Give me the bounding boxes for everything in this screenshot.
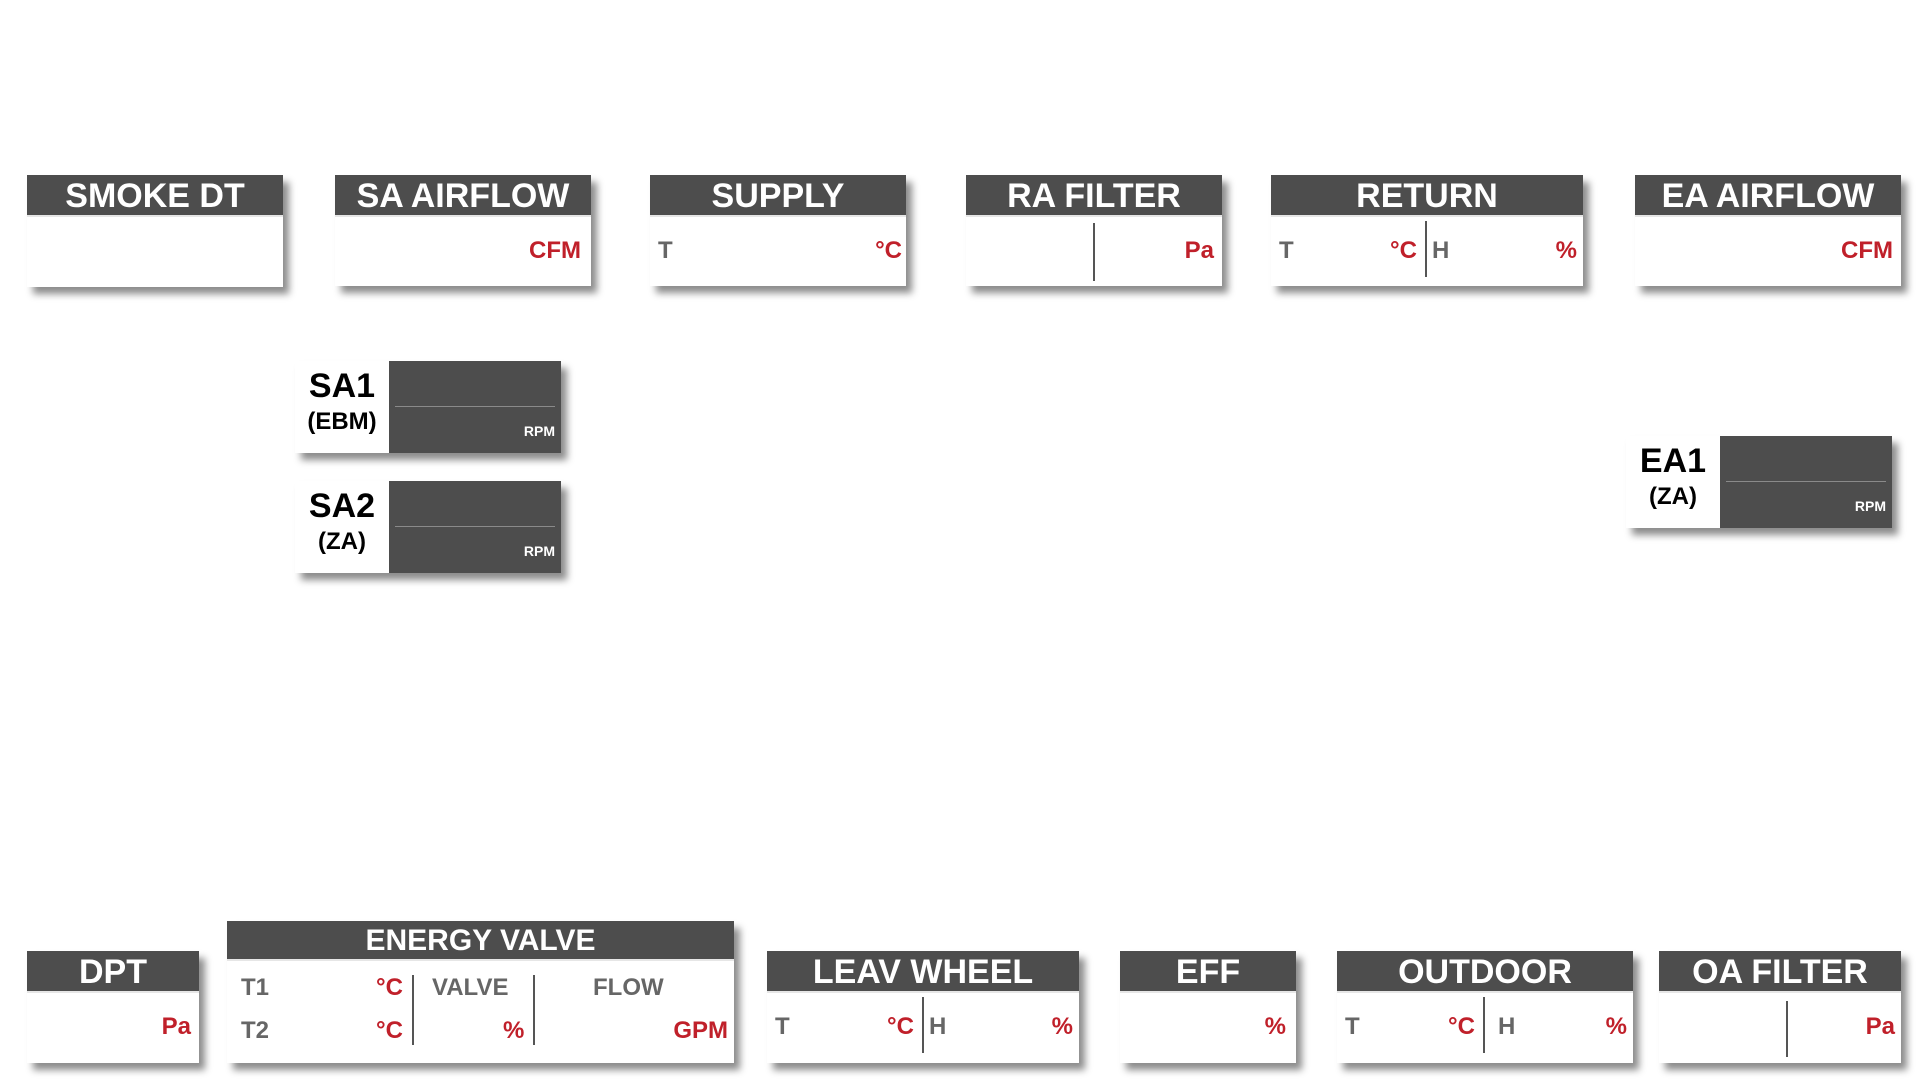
energy-valve-t2-unit: °C bbox=[376, 1017, 403, 1044]
supply-temp-unit: °C bbox=[875, 237, 902, 264]
ea-airflow-value-area: CFM bbox=[1635, 217, 1901, 286]
ra-filter-panel: RA FILTER Pa bbox=[966, 175, 1222, 286]
smoke-dt-title: SMOKE DT bbox=[27, 175, 283, 217]
energy-valve-value-area: T1 °C T2 °C VALVE % FLOW GPM bbox=[227, 961, 734, 1063]
sa-airflow-unit: CFM bbox=[529, 237, 581, 264]
outdoor-humidity-unit: % bbox=[1605, 1013, 1627, 1040]
return-temp-label: T bbox=[1279, 237, 1294, 264]
eff-unit: % bbox=[1264, 1013, 1286, 1040]
supply-panel: SUPPLY T °C bbox=[650, 175, 906, 286]
return-panel: RETURN T °C H % bbox=[1271, 175, 1583, 286]
dpt-unit: Pa bbox=[161, 1013, 191, 1040]
energy-valve-t1-unit: °C bbox=[376, 974, 403, 1001]
return-divider bbox=[1425, 221, 1427, 277]
ra-filter-value-area: Pa bbox=[966, 217, 1222, 286]
fan-sa1-rpm-unit: RPM bbox=[523, 423, 555, 439]
oa-filter-value-area: Pa bbox=[1659, 993, 1901, 1063]
dpt-title: DPT bbox=[27, 951, 199, 993]
outdoor-value-area: T °C H % bbox=[1337, 993, 1633, 1063]
ra-filter-unit: Pa bbox=[1184, 237, 1214, 264]
eff-title: EFF bbox=[1120, 951, 1296, 993]
outdoor-temp-label: T bbox=[1345, 1013, 1360, 1040]
energy-valve-divider-1 bbox=[412, 975, 414, 1045]
supply-value-area: T °C bbox=[650, 217, 906, 286]
ea-airflow-title: EA AIRFLOW bbox=[1635, 175, 1901, 217]
energy-valve-t1-label: T1 bbox=[241, 974, 270, 1001]
fan-sa2: SA2 (ZA) RPM bbox=[295, 481, 561, 573]
smoke-dt-value-area bbox=[27, 217, 283, 287]
leav-wheel-value-area: T °C H % bbox=[767, 993, 1079, 1063]
return-title: RETURN bbox=[1271, 175, 1583, 217]
fan-sa2-readout: RPM bbox=[389, 481, 561, 573]
oa-filter-unit: Pa bbox=[1865, 1013, 1895, 1040]
eff-value-area: % bbox=[1120, 993, 1296, 1063]
return-humidity-label: H bbox=[1432, 237, 1450, 264]
sa-airflow-value-area: CFM bbox=[335, 217, 591, 286]
fan-sa1-name: SA1 bbox=[308, 367, 376, 405]
fan-ea1-rpm-unit: RPM bbox=[1854, 498, 1886, 514]
leav-wheel-temp-label: T bbox=[775, 1013, 790, 1040]
outdoor-divider bbox=[1483, 997, 1485, 1053]
eff-panel: EFF % bbox=[1120, 951, 1296, 1063]
fan-ea1-name-block: EA1 (ZA) bbox=[1626, 436, 1720, 528]
fan-sa1-separator bbox=[395, 406, 555, 407]
energy-valve-divider-2 bbox=[533, 975, 535, 1045]
fan-sa2-name: SA2 bbox=[308, 487, 376, 525]
energy-valve-valve-unit: % bbox=[503, 1017, 525, 1044]
energy-valve-panel: ENERGY VALVE T1 °C T2 °C VALVE % FLOW GP… bbox=[227, 921, 734, 1063]
energy-valve-flow-unit: GPM bbox=[673, 1017, 728, 1044]
return-temp-unit: °C bbox=[1390, 237, 1417, 264]
fan-ea1: EA1 (ZA) RPM bbox=[1626, 436, 1892, 528]
fan-sa2-separator bbox=[395, 526, 555, 527]
outdoor-humidity-label: H bbox=[1498, 1013, 1516, 1040]
leav-wheel-title: LEAV WHEEL bbox=[767, 951, 1079, 993]
sa-airflow-panel: SA AIRFLOW CFM bbox=[335, 175, 591, 286]
fan-sa1-readout: RPM bbox=[389, 361, 561, 453]
supply-title: SUPPLY bbox=[650, 175, 906, 217]
oa-filter-panel: OA FILTER Pa bbox=[1659, 951, 1901, 1063]
fan-ea1-model: (ZA) bbox=[1649, 483, 1697, 510]
dpt-value-area: Pa bbox=[27, 993, 199, 1063]
leav-wheel-divider bbox=[922, 997, 924, 1053]
leav-wheel-humidity-label: H bbox=[929, 1013, 947, 1040]
energy-valve-valve-label: VALVE bbox=[432, 974, 509, 1001]
fan-sa1-name-block: SA1 (EBM) bbox=[295, 361, 389, 453]
fan-sa2-name-block: SA2 (ZA) bbox=[295, 481, 389, 573]
sa-airflow-title: SA AIRFLOW bbox=[335, 175, 591, 217]
return-value-area: T °C H % bbox=[1271, 217, 1583, 286]
fan-sa1: SA1 (EBM) RPM bbox=[295, 361, 561, 453]
outdoor-title: OUTDOOR bbox=[1337, 951, 1633, 993]
dpt-panel: DPT Pa bbox=[27, 951, 199, 1063]
oa-filter-title: OA FILTER bbox=[1659, 951, 1901, 993]
fan-sa2-model: (ZA) bbox=[318, 528, 366, 555]
smoke-dt-panel: SMOKE DT bbox=[27, 175, 283, 287]
fan-sa2-rpm-unit: RPM bbox=[523, 543, 555, 559]
ra-filter-title: RA FILTER bbox=[966, 175, 1222, 217]
return-humidity-unit: % bbox=[1555, 237, 1577, 264]
leav-wheel-humidity-unit: % bbox=[1051, 1013, 1073, 1040]
leav-wheel-temp-unit: °C bbox=[887, 1013, 914, 1040]
outdoor-temp-unit: °C bbox=[1448, 1013, 1475, 1040]
outdoor-panel: OUTDOOR T °C H % bbox=[1337, 951, 1633, 1063]
energy-valve-flow-label: FLOW bbox=[593, 974, 664, 1001]
fan-ea1-name: EA1 bbox=[1639, 442, 1707, 480]
ea-airflow-panel: EA AIRFLOW CFM bbox=[1635, 175, 1901, 286]
fan-sa1-model: (EBM) bbox=[307, 408, 377, 435]
fan-ea1-readout: RPM bbox=[1720, 436, 1892, 528]
fan-ea1-separator bbox=[1726, 481, 1886, 482]
ea-airflow-unit: CFM bbox=[1841, 237, 1893, 264]
ra-filter-divider bbox=[1093, 223, 1095, 281]
oa-filter-divider bbox=[1786, 1001, 1788, 1057]
energy-valve-title: ENERGY VALVE bbox=[227, 921, 734, 961]
supply-temp-label: T bbox=[658, 237, 673, 264]
energy-valve-t2-label: T2 bbox=[241, 1017, 270, 1044]
leav-wheel-panel: LEAV WHEEL T °C H % bbox=[767, 951, 1079, 1063]
